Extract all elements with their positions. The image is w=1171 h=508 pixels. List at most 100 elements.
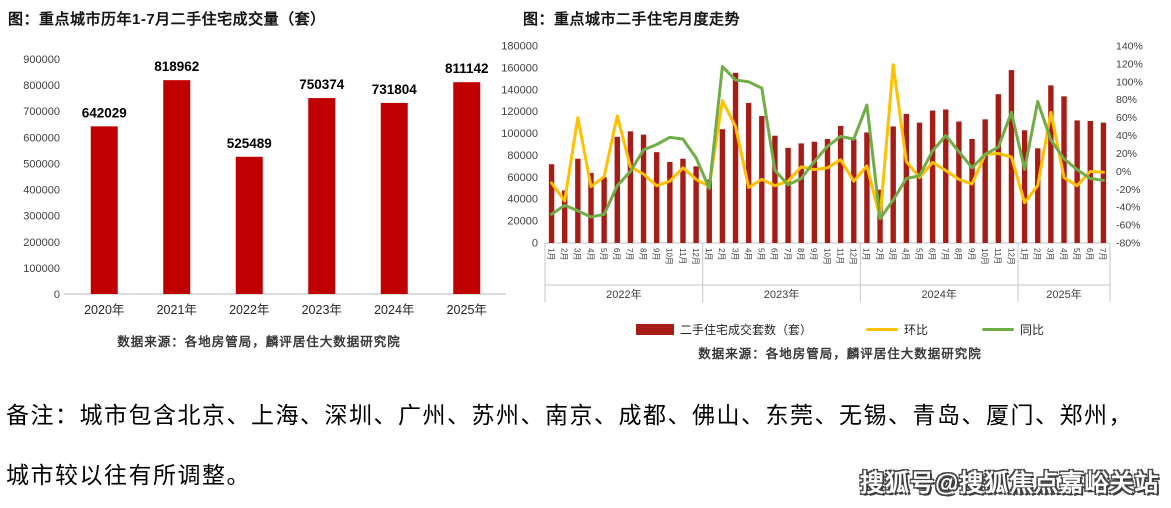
right-axis-tick-label: -40% bbox=[1116, 202, 1141, 214]
month-tick-label: 2月 bbox=[560, 248, 569, 260]
legend-item-bars: 二手住宅成交套数（套） bbox=[635, 321, 812, 338]
bar-series-swatch bbox=[635, 324, 674, 335]
month-bar bbox=[627, 131, 634, 243]
month-bar bbox=[956, 121, 962, 243]
y-axis-tick-label: 600000 bbox=[23, 132, 60, 144]
right-axis-tick-label: -80% bbox=[1116, 238, 1141, 250]
right-chart-source: 数据来源：各地房管局，麟评居住大数据研究院 bbox=[698, 347, 982, 361]
month-bar bbox=[1048, 85, 1054, 244]
right-chart-title: 图：重点城市二手住宅月度走势 bbox=[523, 11, 741, 28]
month-bar bbox=[667, 162, 673, 243]
legend: 二手住宅成交套数（套） 环比 同比 bbox=[530, 321, 1150, 338]
month-tick-label: 7月 bbox=[783, 248, 792, 260]
mom-line bbox=[550, 63, 1105, 220]
bar-value-label: 525489 bbox=[227, 136, 272, 151]
bar-value-label: 818962 bbox=[154, 59, 199, 74]
month-bar bbox=[601, 177, 607, 243]
month-bar bbox=[772, 135, 778, 243]
x-axis-category-label: 2021年 bbox=[157, 303, 197, 317]
month-tick-label: 1月 bbox=[546, 248, 555, 260]
month-bar bbox=[982, 119, 988, 243]
left-axis-tick-label: 20000 bbox=[507, 216, 538, 228]
bar-2024年 bbox=[380, 102, 408, 294]
month-bar bbox=[1061, 96, 1067, 243]
month-tick-label: 4月 bbox=[1059, 248, 1068, 260]
left-axis-tick-label: 60000 bbox=[507, 172, 538, 184]
mom-line-swatch bbox=[865, 327, 898, 332]
month-tick-label: 11月 bbox=[993, 248, 1002, 264]
month-bar bbox=[1035, 148, 1041, 243]
month-tick-label: 5月 bbox=[914, 248, 923, 260]
left-axis-tick-label: 140000 bbox=[501, 84, 538, 96]
month-tick-label: 6月 bbox=[612, 248, 621, 260]
month-tick-label: 4月 bbox=[586, 248, 595, 260]
month-tick-label: 7月 bbox=[625, 248, 634, 260]
right-axis-tick-label: 100% bbox=[1116, 76, 1143, 88]
left-axis-tick-label: 40000 bbox=[507, 194, 538, 206]
month-bar bbox=[548, 164, 555, 243]
month-tick-label: 3月 bbox=[730, 248, 739, 260]
legend-label-mom: 环比 bbox=[903, 323, 928, 337]
yoy-line-swatch bbox=[982, 327, 1014, 332]
month-tick-label: 8月 bbox=[796, 248, 805, 260]
month-bar bbox=[864, 132, 870, 243]
right-axis-tick-label: -20% bbox=[1116, 184, 1141, 196]
year-label: 2023年 bbox=[764, 287, 799, 301]
month-tick-label: 7月 bbox=[941, 248, 950, 260]
right-axis-tick-label: 80% bbox=[1116, 94, 1137, 106]
month-bar bbox=[562, 190, 568, 243]
month-tick-label: 12月 bbox=[1006, 248, 1015, 265]
month-bar bbox=[890, 126, 896, 243]
month-bar bbox=[745, 102, 752, 244]
month-bar bbox=[706, 179, 712, 243]
month-tick-label: 10月 bbox=[822, 248, 831, 265]
y-axis-tick-label: 700000 bbox=[23, 106, 60, 118]
month-bar bbox=[1021, 130, 1028, 243]
y-axis-tick-label: 800000 bbox=[23, 80, 60, 92]
monthly-combo-chart-card: 图：重点城市二手住宅月度走势 0 20000 40000 60000 80000 1000… bbox=[490, 8, 1171, 362]
bar-2023年 bbox=[308, 98, 336, 295]
legend-label-bars: 二手住宅成交套数（套） bbox=[679, 323, 812, 337]
month-tick-label: 2月 bbox=[1033, 248, 1042, 260]
left-axis-tick-label: 120000 bbox=[501, 106, 538, 118]
month-tick-label: 12月 bbox=[849, 248, 858, 265]
month-tick-label: 2月 bbox=[717, 248, 726, 260]
x-axis-category-label: 2024年 bbox=[374, 303, 414, 317]
month-bar bbox=[640, 134, 647, 243]
month-bar bbox=[943, 109, 949, 243]
bar-value-label: 811142 bbox=[445, 61, 489, 76]
month-bar bbox=[929, 110, 936, 243]
yearly-bar-chart-card: 图：重点城市历年1-7月二手住宅成交量（套） 0 100000 200000 3000… bbox=[8, 8, 510, 350]
left-axis-tick-label: 160000 bbox=[501, 62, 538, 74]
month-bar bbox=[1100, 122, 1107, 243]
month-tick-label: 2月 bbox=[875, 248, 884, 260]
month-tick-label: 11月 bbox=[835, 248, 844, 264]
left-axis-tick-label: 180000 bbox=[501, 41, 538, 53]
left-chart-title: 图：重点城市历年1-7月二手住宅成交量（套） bbox=[8, 11, 326, 28]
month-bar bbox=[693, 166, 699, 243]
month-bar bbox=[824, 139, 831, 243]
month-tick-label: 5月 bbox=[1072, 248, 1081, 260]
month-tick-label: 3月 bbox=[888, 248, 897, 260]
month-bar bbox=[732, 72, 739, 243]
month-bar bbox=[1087, 120, 1093, 243]
month-bar bbox=[588, 172, 594, 243]
month-tick-label: 8月 bbox=[638, 248, 647, 260]
x-axis-category-label: 2023年 bbox=[302, 303, 342, 317]
month-tick-label: 3月 bbox=[573, 248, 582, 260]
legend-item-yoy: 同比 bbox=[982, 321, 1044, 338]
month-bar bbox=[680, 158, 686, 243]
month-bar bbox=[916, 122, 923, 243]
y-axis-tick-label: 300000 bbox=[23, 211, 60, 223]
month-bar bbox=[811, 141, 818, 243]
x-axis-category-label: 2025年 bbox=[447, 303, 487, 317]
month-tick-label: 4月 bbox=[901, 248, 910, 260]
year-label: 2022年 bbox=[606, 287, 641, 301]
y-axis-tick-label: 0 bbox=[54, 289, 60, 301]
y-axis-tick-label: 100000 bbox=[23, 263, 60, 275]
month-tick-label: 6月 bbox=[1085, 248, 1094, 260]
month-tick-label: 4月 bbox=[744, 248, 753, 260]
y-axis-tick-label: 200000 bbox=[23, 237, 60, 249]
month-tick-label: 9月 bbox=[967, 248, 976, 260]
monthly-combo-chart: 0 20000 40000 60000 80000 100000 120000 140000 1… bbox=[501, 41, 1143, 302]
